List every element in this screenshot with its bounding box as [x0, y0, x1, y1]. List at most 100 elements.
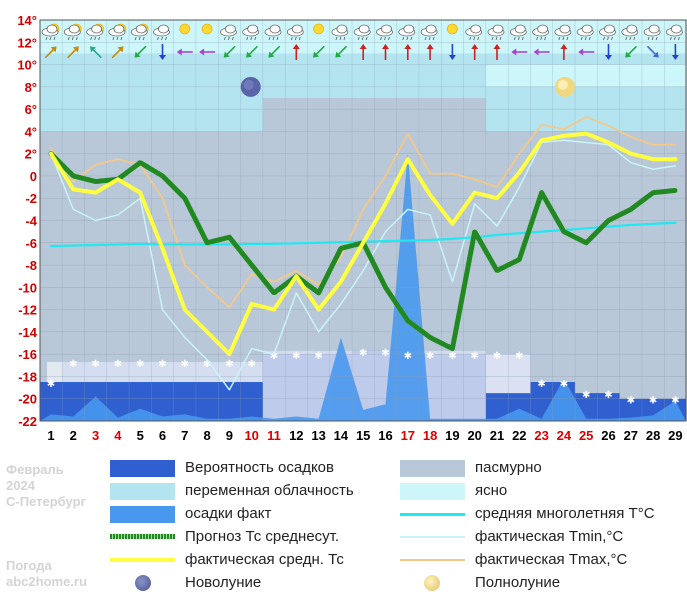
y-tick-label: 0	[30, 169, 37, 184]
rain-icon	[495, 36, 498, 41]
rain-icon	[228, 36, 230, 41]
legend-label: Новолуние	[185, 574, 262, 591]
rain-icon	[142, 36, 145, 41]
rain-icon	[580, 36, 583, 41]
rain-icon	[365, 36, 368, 41]
wind-arrow-head	[117, 46, 124, 53]
wind-arrow-head	[578, 48, 584, 56]
rain-icon	[678, 36, 680, 41]
snow-marker: ✱	[136, 359, 144, 370]
x-tick-label: 15	[356, 428, 370, 443]
snow-marker: ✱	[158, 359, 166, 370]
snow-marker: ✱	[448, 351, 456, 362]
cloud-icon	[648, 24, 660, 34]
wind-arrow-icon	[605, 44, 612, 60]
wind-arrow-head	[312, 51, 319, 58]
legend-swatch-clear	[400, 483, 465, 500]
wind-arrow-head	[268, 51, 275, 58]
bg-clear	[485, 64, 686, 87]
rain-icon	[477, 36, 480, 41]
rain-icon	[432, 36, 435, 41]
wind-arrow-head	[382, 44, 389, 49]
y-tick-label: -2	[25, 191, 37, 206]
x-tick-label: 17	[401, 428, 415, 443]
wind-arrow-head	[223, 51, 230, 58]
rain-icon	[116, 36, 119, 41]
watermark-year: 2024	[6, 478, 35, 493]
rain-icon	[49, 36, 52, 41]
cloud-icon	[604, 24, 615, 34]
wind-arrow-icon	[382, 44, 389, 60]
rain-icon	[674, 36, 676, 41]
wind-arrow-icon	[111, 46, 124, 59]
cloud-icon	[68, 24, 80, 34]
snow-marker: ✱	[359, 348, 367, 359]
snow-marker: ✱	[471, 351, 479, 362]
snow-marker: ✱	[493, 351, 501, 362]
wind-arrow-head	[533, 48, 539, 56]
snow-marker: ✱	[515, 351, 523, 362]
wind-arrow-icon	[448, 44, 456, 60]
rain-icon	[544, 36, 546, 41]
snow-marker: ✱	[91, 359, 99, 370]
wind-arrow-head	[72, 46, 79, 53]
wind-arrow-icon	[246, 45, 258, 58]
legend-label: ясно	[475, 482, 508, 499]
sun-icon	[201, 23, 213, 35]
rain-icon	[625, 36, 628, 41]
x-tick-label: 13	[311, 428, 325, 443]
wind-arrow-icon	[426, 44, 434, 60]
rain-icon	[607, 36, 609, 41]
legend-swatch-precip-probability	[110, 460, 175, 477]
wind-arrow-head	[511, 48, 517, 56]
rain-icon	[388, 36, 390, 41]
snow-marker: ✱	[248, 359, 256, 370]
wind-arrow-head	[50, 46, 57, 53]
watermark-site-title: Погода	[6, 558, 52, 573]
legend-swatch-partly-cloudy	[110, 483, 175, 500]
rain-icon	[562, 36, 565, 41]
wind-arrow-icon	[134, 45, 147, 58]
rain-icon	[120, 36, 123, 41]
sun-icon	[179, 23, 191, 35]
rain-icon	[224, 36, 226, 41]
rain-icon	[165, 36, 167, 41]
rain-icon	[53, 36, 56, 41]
rain-icon	[138, 36, 141, 41]
wind-arrow-icon	[89, 46, 102, 59]
snow-marker: ✱	[225, 359, 233, 370]
wind-arrow-icon	[533, 48, 550, 56]
x-tick-label: 11	[267, 428, 281, 443]
wind-arrow-head	[134, 51, 141, 58]
wind-arrow-icon	[44, 46, 57, 59]
rain-icon	[521, 36, 524, 41]
snow-marker: ✱	[114, 359, 122, 370]
cloud-icon	[158, 24, 169, 34]
rain-icon	[246, 36, 249, 41]
rain-icon	[588, 36, 591, 41]
legend-label: Полнолуние	[475, 574, 561, 591]
y-tick-label: 8°	[25, 80, 37, 95]
legend-swatch-forecast-mean	[110, 534, 175, 539]
legend-swatch-precip-fact	[110, 506, 175, 523]
x-tick-label: 10	[244, 428, 258, 443]
legend-label: Вероятность осадков	[185, 459, 334, 476]
rain-icon	[98, 36, 100, 41]
rain-icon	[410, 36, 413, 41]
rain-icon	[134, 36, 137, 41]
rain-icon	[268, 36, 271, 41]
y-tick-label: 2°	[25, 147, 37, 162]
y-tick-label: -22	[18, 414, 37, 429]
x-tick-label: 14	[334, 428, 349, 443]
rain-icon	[71, 36, 74, 41]
rain-icon	[633, 36, 636, 41]
x-tick-label: 12	[289, 428, 303, 443]
weather-chart: ✱✱ ✱ ✱ ✱ ✱ ✱ ✱ ✱ ✱✱ ✱ ✱ ✱ ✱ ✱ ✱ ✱ ✱ ✱ ✱✱ ✱✱ ✱✱ ✱ ✱14°12°10°8°6…	[17, 13, 687, 443]
wind-arrow-icon	[646, 45, 659, 58]
snow-marker: ✱	[649, 396, 657, 407]
wind-arrow-icon	[159, 44, 166, 60]
wind-arrow-head	[159, 55, 166, 60]
plot-frame	[39, 19, 687, 422]
series-actual-min	[50, 139, 677, 391]
rain-icon	[517, 36, 520, 41]
